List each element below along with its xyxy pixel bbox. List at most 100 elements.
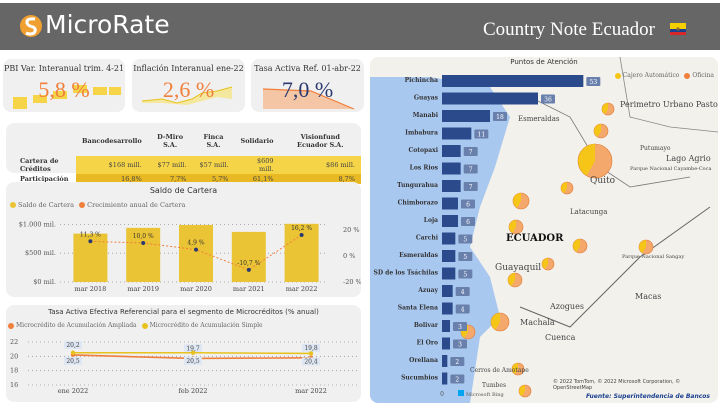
growth-data-label: 10,0 % bbox=[133, 233, 154, 240]
map-canvas[interactable]: Esmeraldas Perimetro Urbano Pasto Putumayo… bbox=[370, 57, 718, 403]
legend-swatch bbox=[141, 322, 148, 329]
atm-slice bbox=[639, 240, 646, 254]
x-tick-label: mar 2018 bbox=[75, 285, 107, 293]
value-label-bg bbox=[450, 374, 465, 384]
province-bar bbox=[442, 197, 458, 210]
province-label: Cotopaxi bbox=[409, 147, 439, 154]
data-label-bg bbox=[64, 340, 82, 349]
growth-data-label: 4,9 % bbox=[187, 240, 204, 247]
value-label: 18 bbox=[496, 114, 504, 121]
province-bar bbox=[442, 285, 453, 297]
table-row: Participación 16,8% 7,7% 5,7% 61,1% 8,7% bbox=[14, 174, 361, 184]
tasa-chart-plot: 16 18 20 22 ene 2022 feb 2022 mar 2022 20,2 19,7… bbox=[10, 338, 358, 395]
province-label: Manabi bbox=[413, 112, 439, 119]
value-label: 53 bbox=[590, 79, 598, 86]
legend-swatch bbox=[8, 322, 14, 329]
province-label: Santa Elena bbox=[398, 305, 438, 312]
map-place-label: Parque Nacional Cayambe-Coca bbox=[630, 166, 711, 172]
kpi-title: Tasa Activa Ref. 01-abr-22 bbox=[254, 64, 361, 73]
province-label: Azuay bbox=[417, 287, 438, 294]
value-label-bg bbox=[541, 94, 555, 104]
kpi-value: 5,8 % bbox=[38, 77, 90, 102]
map-place-label: Perimetro Urbano Pasto bbox=[620, 100, 718, 109]
microrate-logo-icon bbox=[20, 15, 42, 37]
map-place-label: Macas bbox=[635, 292, 661, 301]
data-label: 20,2 bbox=[66, 342, 80, 349]
y-tick-label: $500 mil. bbox=[25, 249, 56, 257]
x-tick-label: 0 bbox=[440, 391, 444, 398]
x-tick-label: mar 2020 bbox=[180, 285, 212, 293]
legend-label: Microcrédito de Acumulación Simple bbox=[149, 322, 263, 329]
value-label: 7 bbox=[469, 184, 473, 191]
value-label: 5 bbox=[463, 237, 467, 244]
province-label: El Oro bbox=[417, 340, 438, 347]
bar-saldo bbox=[179, 224, 213, 282]
province-label: Los Rios bbox=[410, 165, 439, 172]
province-bar bbox=[442, 302, 453, 315]
table-header-blank bbox=[14, 133, 76, 156]
growth-point bbox=[141, 241, 146, 245]
value-label-bg bbox=[461, 199, 475, 209]
growth-data-label: -10,7 % bbox=[237, 260, 260, 267]
atm-slice bbox=[594, 124, 601, 138]
x-tick-label: mar 2022 bbox=[286, 285, 318, 293]
province-bar bbox=[442, 250, 456, 262]
province-bar bbox=[442, 267, 456, 280]
value-label-bg bbox=[586, 77, 601, 86]
atm-slice bbox=[491, 313, 500, 330]
growth-data-label: 11,3 % bbox=[80, 231, 101, 238]
participation-table: Bancodesarrollo D-Miro S.A. Finca S.A. S… bbox=[14, 133, 361, 184]
cell: 5,7% bbox=[192, 174, 235, 184]
growth-data-label: 16,2 % bbox=[291, 225, 312, 232]
tasa-sparkarea bbox=[262, 88, 355, 110]
puntos-atencion-map[interactable]: Esmeraldas Perimetro Urbano Pasto Putumayo… bbox=[370, 57, 718, 403]
pbi-sparkbars bbox=[13, 85, 121, 109]
value-label: 6 bbox=[466, 219, 470, 226]
growth-point bbox=[88, 239, 93, 244]
legend-label: Oficina bbox=[692, 72, 714, 79]
legend-swatch bbox=[684, 72, 691, 79]
province-label: SD de los Tsáchilas bbox=[374, 270, 439, 277]
province-bar bbox=[442, 110, 490, 122]
value-label-bg bbox=[455, 287, 470, 296]
province-bar bbox=[442, 372, 448, 385]
map-place-label: Esmeraldas bbox=[518, 115, 560, 123]
legend-swatch bbox=[79, 202, 86, 208]
atm-slice bbox=[578, 144, 595, 176]
map-place-label: Cerros de Amotape bbox=[470, 367, 529, 374]
province-label: Pichincha bbox=[405, 77, 438, 84]
x-tick-label: mar 2019 bbox=[127, 285, 159, 293]
province-label: Tungurahua bbox=[397, 182, 438, 189]
value-label-bg bbox=[463, 147, 478, 156]
data-label: 19,8 bbox=[304, 345, 318, 352]
province-bar bbox=[442, 337, 450, 350]
bar-saldo bbox=[284, 223, 319, 282]
cell: 8,7% bbox=[279, 174, 361, 184]
chart-legend: Microcrédito de Acumulación Ampliada Mic… bbox=[8, 322, 263, 329]
map-place-label: Lago Agrio bbox=[666, 154, 711, 163]
kpi-card-pbi: PBI Var. Interanual trim. 4-21 5,8 % bbox=[3, 59, 125, 112]
kpi-card-inflacion: Inflación Interanual ene-22 2,6 % bbox=[132, 59, 245, 112]
map-copyright[interactable]: © 2022 TomTom, © 2022 Microsoft Corporat… bbox=[553, 379, 681, 391]
map-place-label: Tumbes bbox=[482, 382, 506, 389]
province-label: Sucumbios bbox=[401, 375, 439, 382]
column-header: Solidario bbox=[240, 137, 274, 145]
cell: 16,8% bbox=[76, 174, 148, 184]
y2-tick-label: -20 % bbox=[343, 278, 361, 286]
province-label: Guayas bbox=[414, 95, 439, 102]
chart-title: Puntos de Atención bbox=[510, 58, 578, 66]
value-label-bg bbox=[455, 304, 470, 314]
value-label-bg bbox=[458, 252, 473, 261]
province-label: Loja bbox=[424, 217, 438, 224]
bing-label: Microsoft Bing bbox=[466, 392, 504, 398]
x-tick-label: ene 2022 bbox=[58, 387, 89, 395]
kpi-card-tasa: Tasa Activa Ref. 01-abr-22 7,0 % bbox=[251, 59, 364, 112]
province-bar bbox=[442, 92, 538, 105]
province-bar bbox=[442, 232, 456, 245]
data-label: 20,5 bbox=[186, 358, 200, 365]
atm-slice bbox=[602, 103, 608, 115]
column-header: D-Miro S.A. bbox=[157, 133, 184, 149]
atm-slice bbox=[573, 239, 580, 253]
province-label: Bolivar bbox=[414, 322, 439, 329]
y-tick-label: 18 bbox=[10, 367, 18, 375]
